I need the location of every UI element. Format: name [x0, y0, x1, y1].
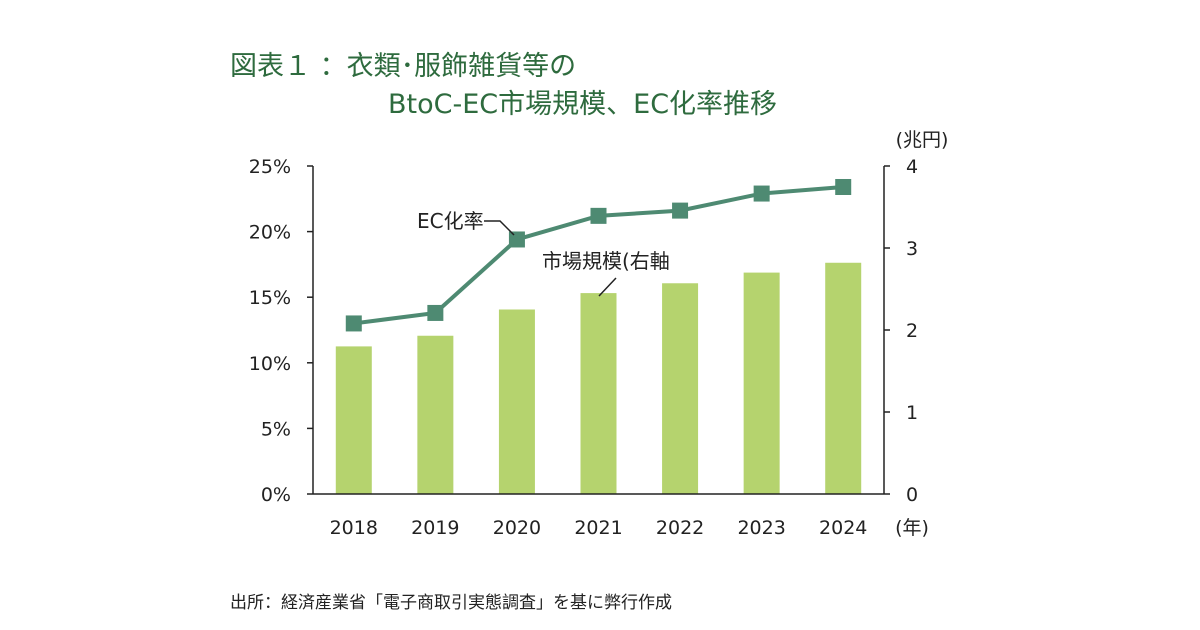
bar-2020 [498, 309, 535, 494]
x-axis-unit-label: (年) [895, 517, 929, 539]
x-tick-label: 2024 [819, 517, 867, 539]
left-tick-label: 25% [249, 156, 291, 178]
annotation-market-size: 市場規模(右軸 [542, 249, 670, 297]
bar-2024 [825, 262, 862, 494]
bar-series-market-size [335, 262, 862, 494]
left-tick-label: 15% [249, 287, 291, 309]
bar-2019 [417, 335, 454, 494]
right-axis-unit-label: (兆円) [896, 129, 949, 151]
line-series-ec-rate [345, 178, 852, 332]
ec-rate-marker-2020 [508, 231, 525, 248]
annotation-market-size-leader [598, 277, 617, 297]
right-tick-label: 4 [906, 156, 918, 178]
left-tick-label: 10% [249, 353, 291, 375]
ec-rate-marker-2018 [345, 315, 362, 332]
bar-2022 [662, 283, 699, 494]
bar-2023 [743, 272, 780, 494]
right-tick-label: 0 [906, 484, 918, 506]
annotation-ec-rate-leader [484, 220, 515, 236]
annotation-ec-rate: EC化率 [417, 209, 515, 236]
right-tick-label: 2 [906, 320, 918, 342]
right-tick-label: 1 [906, 402, 918, 424]
annotation-market-size-label: 市場規模(右軸 [542, 249, 670, 273]
source-note: 出所：経済産業省「電子商取引実態調査」を基に弊行作成 [230, 593, 672, 613]
bar-2021 [580, 293, 617, 494]
tick-labels: 0% 5% 10% 15% 20% 25% 0 1 2 3 4 2018 2019 2020 2021 202… [249, 156, 918, 539]
x-tick-label: 2020 [493, 517, 541, 539]
x-tick-label: 2021 [574, 517, 622, 539]
left-tick-label: 20% [249, 222, 291, 244]
ec-rate-marker-2024 [835, 178, 852, 195]
chart-title-line1: 図表１ ：衣類･服飾雑貨等の [230, 51, 577, 82]
x-tick-label: 2023 [737, 517, 785, 539]
left-tick-label: 0% [261, 484, 291, 506]
ec-rate-marker-2022 [672, 202, 689, 219]
x-tick-label: 2018 [330, 517, 378, 539]
annotation-ec-rate-label: EC化率 [417, 209, 484, 233]
x-tick-label: 2019 [411, 517, 459, 539]
left-tick-label: 5% [261, 418, 291, 440]
right-tick-label: 3 [906, 238, 918, 260]
ec-rate-marker-2019 [427, 304, 444, 321]
ec-rate-marker-2021 [590, 207, 607, 224]
bar-2018 [335, 346, 372, 494]
x-tick-label: 2022 [656, 517, 704, 539]
chart-title-line2: BtoC-EC市場規模、EC化率推移 [388, 89, 778, 120]
ec-rate-marker-2023 [753, 185, 770, 202]
chart-title: 図表１ ：衣類･服飾雑貨等の BtoC-EC市場規模、EC化率推移 [230, 48, 777, 124]
